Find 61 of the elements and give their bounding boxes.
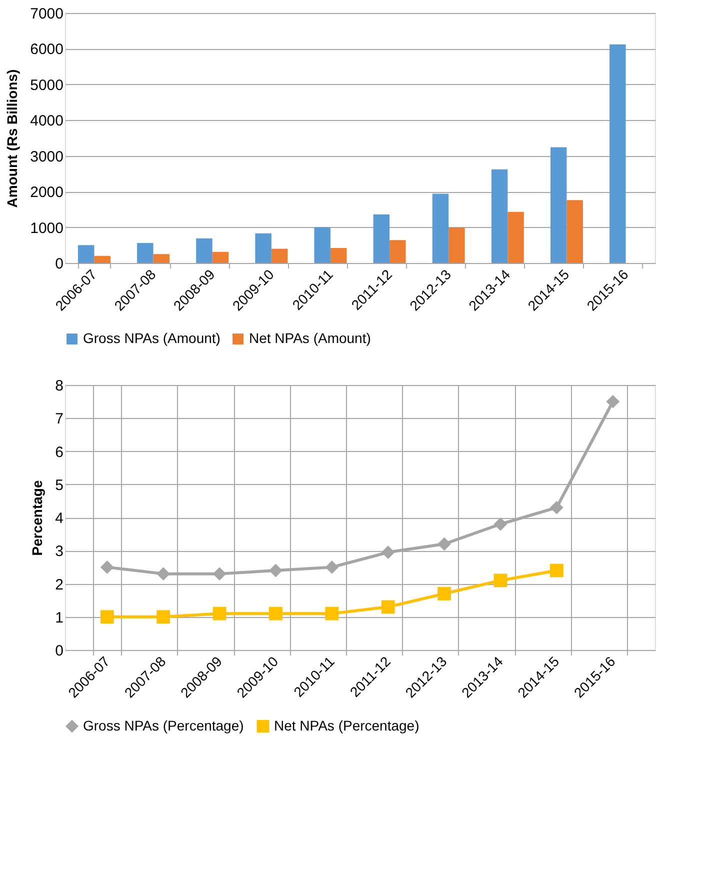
bar: [314, 227, 330, 263]
y-tick-label: 3: [55, 543, 64, 560]
point: [550, 564, 564, 578]
bar: [373, 214, 390, 263]
point: [269, 606, 282, 620]
bar: [390, 240, 406, 263]
bar: [212, 252, 229, 263]
bar: [330, 248, 347, 263]
y-tick-label: 4: [55, 510, 64, 527]
y-tick-label: 5000: [30, 76, 64, 94]
bar: [255, 233, 272, 263]
y-tick-label: 8: [55, 378, 64, 394]
bar: [94, 256, 110, 263]
y-tick-label: 4000: [30, 112, 64, 130]
y-tick-label: 3000: [30, 148, 64, 166]
legend-label: Gross NPAs (Amount): [83, 330, 220, 346]
bar: [566, 200, 583, 263]
point: [494, 517, 508, 531]
point: [438, 537, 451, 551]
point: [606, 394, 620, 408]
point: [494, 574, 508, 588]
point: [100, 610, 114, 624]
y-tick-label: 6000: [30, 41, 64, 58]
bar: [610, 44, 626, 263]
bar: [271, 248, 288, 263]
point: [325, 606, 339, 620]
y-tick-label: 1: [55, 609, 64, 626]
y-tick-label: 1000: [30, 220, 64, 237]
y-tick-label: 7: [55, 410, 64, 428]
legend-label: Net NPAs (Amount): [249, 330, 371, 346]
point: [550, 500, 564, 514]
bar: [491, 169, 508, 263]
point: [381, 546, 395, 559]
point: [156, 567, 170, 581]
bar: [508, 212, 524, 263]
legend-label: Net NPAs (Percentage): [274, 717, 420, 734]
point: [269, 564, 282, 578]
point: [438, 586, 451, 600]
y-tick-label: 0: [55, 642, 64, 660]
y-tick-label: 7000: [30, 6, 64, 22]
point: [381, 600, 395, 614]
y-tick-label: 2000: [30, 184, 64, 202]
bar: [196, 238, 212, 263]
y-axis-title: Amount (Rs Billions): [4, 69, 20, 208]
y-tick-label: 2: [55, 576, 64, 594]
bar: [550, 147, 567, 263]
point: [156, 610, 170, 624]
point: [325, 560, 339, 574]
point: [212, 567, 226, 581]
bar: [153, 254, 170, 263]
y-tick-label: 0: [55, 256, 64, 272]
bar: [78, 245, 94, 263]
y-axis-title: Percentage: [29, 480, 46, 556]
point: [212, 606, 226, 620]
bar: [137, 243, 154, 263]
y-tick-label: 5: [55, 476, 64, 494]
y-tick-label: 6: [55, 444, 64, 461]
bar: [432, 194, 449, 263]
legend-label: Gross NPAs (Percentage): [83, 717, 244, 734]
bar: [448, 228, 465, 263]
point: [100, 560, 114, 574]
